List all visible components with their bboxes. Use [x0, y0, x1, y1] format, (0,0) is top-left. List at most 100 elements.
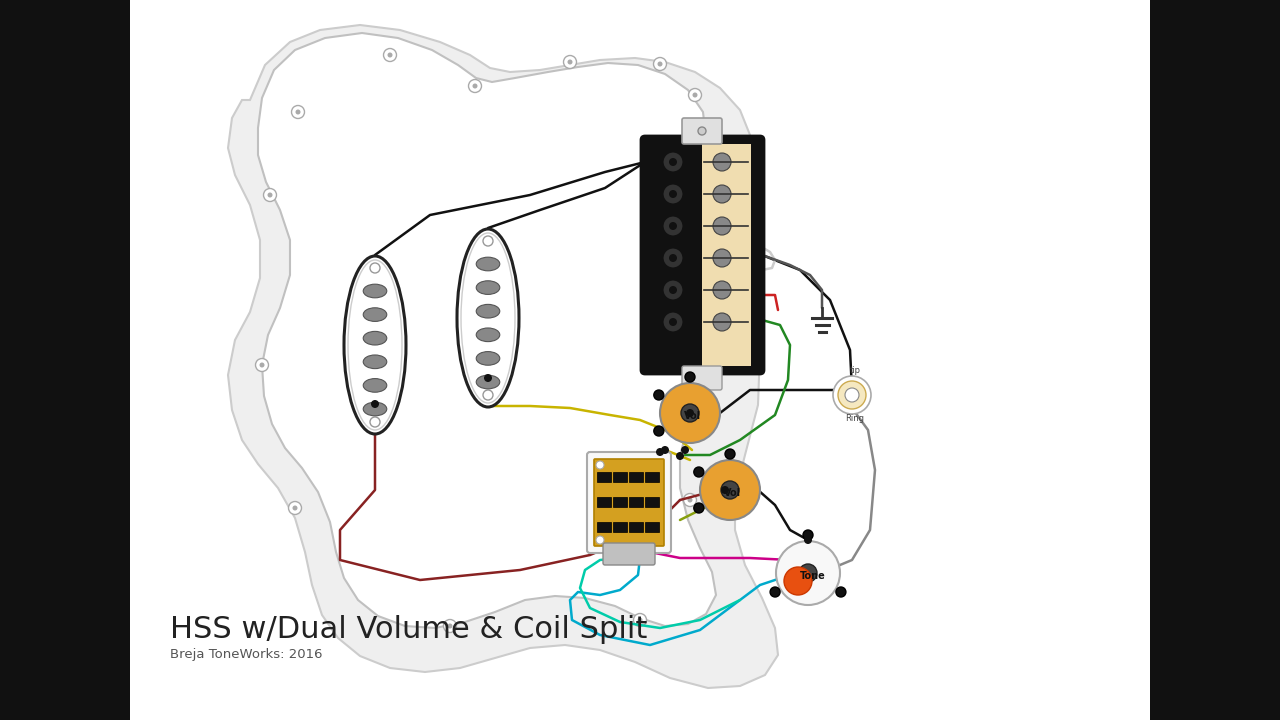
- Circle shape: [799, 564, 817, 582]
- Circle shape: [804, 536, 812, 544]
- Circle shape: [694, 467, 704, 477]
- Circle shape: [776, 541, 840, 605]
- Circle shape: [692, 92, 698, 97]
- Circle shape: [685, 372, 695, 382]
- Text: tip: tip: [850, 366, 860, 375]
- Circle shape: [684, 493, 696, 506]
- Ellipse shape: [476, 305, 499, 318]
- Circle shape: [669, 254, 677, 262]
- FancyBboxPatch shape: [588, 452, 671, 553]
- Circle shape: [783, 567, 812, 595]
- Ellipse shape: [461, 233, 515, 403]
- Circle shape: [681, 446, 689, 454]
- Bar: [628, 472, 643, 482]
- Circle shape: [596, 461, 604, 469]
- Ellipse shape: [663, 184, 684, 204]
- Circle shape: [296, 109, 301, 114]
- Ellipse shape: [713, 217, 731, 235]
- Circle shape: [660, 446, 669, 454]
- Bar: [613, 497, 627, 507]
- Bar: [628, 497, 643, 507]
- Ellipse shape: [713, 153, 731, 171]
- Circle shape: [484, 374, 492, 382]
- Ellipse shape: [476, 351, 499, 365]
- Ellipse shape: [663, 312, 684, 332]
- Circle shape: [654, 58, 667, 71]
- Circle shape: [700, 460, 760, 520]
- FancyBboxPatch shape: [641, 136, 764, 374]
- Circle shape: [660, 383, 719, 443]
- Circle shape: [694, 351, 707, 364]
- Text: Breja ToneWorks: 2016: Breja ToneWorks: 2016: [170, 648, 323, 661]
- Polygon shape: [228, 25, 778, 688]
- Circle shape: [845, 388, 859, 402]
- Circle shape: [448, 624, 453, 629]
- Bar: [613, 522, 627, 532]
- Ellipse shape: [713, 185, 731, 203]
- Text: HSS w/Dual Volume & Coil Split: HSS w/Dual Volume & Coil Split: [170, 615, 648, 644]
- Ellipse shape: [344, 256, 406, 434]
- Circle shape: [681, 404, 699, 422]
- Circle shape: [288, 502, 302, 515]
- Ellipse shape: [663, 280, 684, 300]
- Bar: [701, 144, 751, 366]
- Circle shape: [370, 263, 380, 273]
- Ellipse shape: [713, 313, 731, 331]
- Circle shape: [264, 189, 276, 202]
- Circle shape: [657, 448, 664, 456]
- Circle shape: [686, 409, 694, 417]
- Ellipse shape: [713, 249, 731, 267]
- Circle shape: [483, 390, 493, 400]
- Ellipse shape: [364, 355, 387, 369]
- Circle shape: [371, 400, 379, 408]
- Circle shape: [803, 530, 813, 540]
- Circle shape: [838, 381, 867, 409]
- Bar: [645, 472, 659, 482]
- Circle shape: [384, 48, 397, 61]
- Circle shape: [637, 618, 643, 623]
- FancyBboxPatch shape: [682, 118, 722, 144]
- Ellipse shape: [663, 248, 684, 268]
- Circle shape: [658, 61, 663, 66]
- Ellipse shape: [476, 328, 499, 341]
- Ellipse shape: [476, 257, 499, 271]
- Circle shape: [669, 318, 677, 326]
- Circle shape: [698, 127, 707, 135]
- Ellipse shape: [348, 260, 402, 430]
- Circle shape: [721, 486, 730, 494]
- Ellipse shape: [364, 284, 387, 298]
- Bar: [645, 522, 659, 532]
- Ellipse shape: [364, 402, 387, 416]
- Bar: [0, 0, 131, 720]
- Bar: [596, 522, 611, 532]
- Circle shape: [689, 89, 701, 102]
- Text: Ring: Ring: [846, 414, 864, 423]
- Ellipse shape: [476, 375, 499, 389]
- Bar: [645, 497, 659, 507]
- Circle shape: [721, 481, 739, 499]
- Circle shape: [472, 84, 477, 89]
- Ellipse shape: [476, 281, 499, 294]
- Circle shape: [468, 79, 481, 92]
- Circle shape: [833, 376, 870, 414]
- Circle shape: [634, 613, 646, 626]
- Circle shape: [654, 426, 664, 436]
- Ellipse shape: [364, 331, 387, 345]
- Circle shape: [293, 505, 297, 510]
- Circle shape: [596, 536, 604, 544]
- Bar: [596, 472, 611, 482]
- Text: Vol: Vol: [684, 411, 701, 421]
- Polygon shape: [259, 33, 716, 628]
- FancyBboxPatch shape: [594, 459, 664, 546]
- Circle shape: [694, 503, 704, 513]
- Text: Tone: Tone: [800, 571, 826, 581]
- Circle shape: [567, 60, 572, 65]
- Text: Vol: Vol: [724, 488, 741, 498]
- Bar: [596, 497, 611, 507]
- Ellipse shape: [457, 229, 518, 407]
- Circle shape: [256, 359, 269, 372]
- FancyBboxPatch shape: [603, 543, 655, 565]
- Circle shape: [292, 106, 305, 119]
- Bar: [649, 144, 701, 366]
- Bar: [1149, 0, 1280, 720]
